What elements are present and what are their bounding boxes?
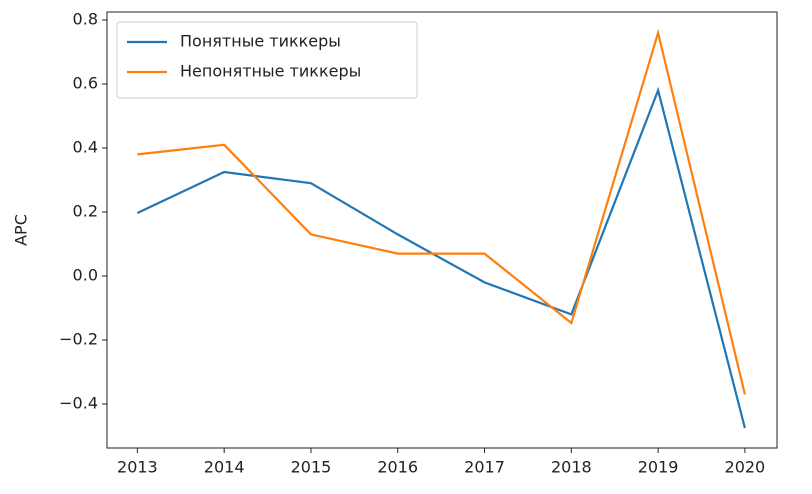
x-tick-label: 2020 <box>725 458 766 477</box>
x-tick-label: 2013 <box>117 458 158 477</box>
y-tick-label: 0.6 <box>73 74 98 93</box>
y-tick-label: −0.2 <box>59 330 98 349</box>
line <box>136 86 746 429</box>
axes-frame <box>106 11 778 449</box>
y-tick-label: 0.2 <box>73 202 98 221</box>
x-tick-label: 2019 <box>638 458 679 477</box>
y-tick-label: −0.4 <box>59 394 98 413</box>
x-tick-label: 2016 <box>377 458 418 477</box>
x-tick-label: 2018 <box>551 458 592 477</box>
y-tick-label: 0.0 <box>73 266 98 285</box>
x-tick-label: 2014 <box>204 458 245 477</box>
x-tick-label: 2015 <box>291 458 332 477</box>
y-tick-label: 0.4 <box>73 138 98 157</box>
x-tick-label: 2017 <box>464 458 505 477</box>
legend-box <box>116 21 418 99</box>
line <box>137 28 746 395</box>
y-tick-label: 0.8 <box>73 10 98 29</box>
legend-label: Понятные тиккеры <box>180 32 341 51</box>
y-axis-label: APC <box>12 214 31 246</box>
legend-label: Непонятные тиккеры <box>180 62 361 81</box>
